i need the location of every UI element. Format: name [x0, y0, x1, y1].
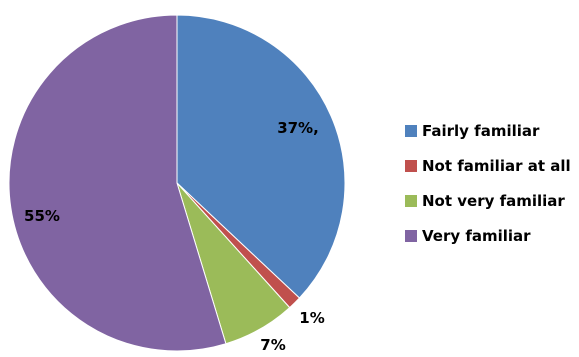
legend-swatch-not-familiar-at-all	[405, 160, 417, 172]
slice-labels: 37%, 1% 7% 55%	[24, 119, 325, 354]
legend-label-not-very-familiar: Not very familiar	[422, 192, 565, 210]
data-label-not-very-familiar: 7%	[260, 336, 285, 352]
legend: Fairly familiar Not familiar at all Not ve…	[405, 122, 571, 245]
legend-swatch-very-familiar	[405, 230, 417, 242]
data-label-not-familiar-at-all: 1%	[299, 309, 324, 327]
data-label-very-familiar: 55%	[24, 207, 60, 225]
legend-swatch-fairly-familiar	[405, 125, 417, 137]
legend-label-fairly-familiar: Fairly familiar	[422, 122, 540, 140]
legend-swatch-not-very-familiar	[405, 195, 417, 207]
pie-slice-fairly-familiar	[176, 14, 346, 299]
data-label-fairly-familiar: 37%,	[277, 119, 319, 137]
pie-slices	[8, 14, 346, 352]
pie-slice-very-familiar	[8, 14, 227, 352]
legend-label-very-familiar: Very familiar	[422, 227, 531, 245]
legend-label-not-familiar-at-all: Not familiar at all	[422, 157, 571, 175]
